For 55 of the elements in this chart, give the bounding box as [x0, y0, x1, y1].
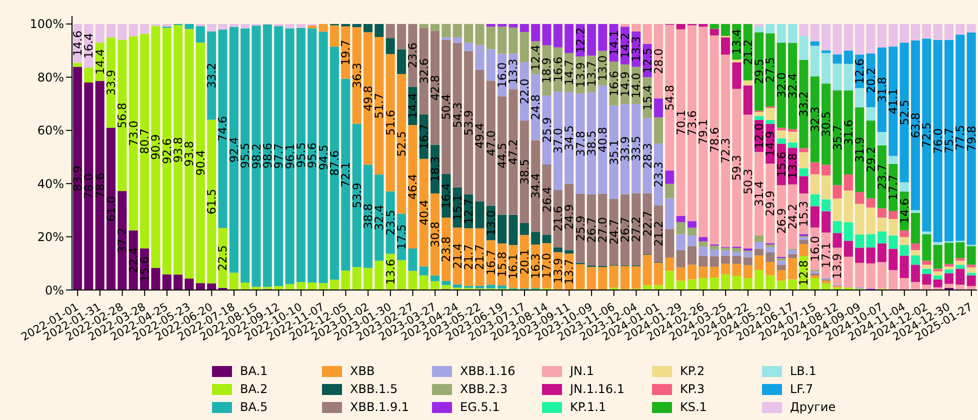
- data-label: 14.6: [897, 198, 912, 224]
- data-label: 14.4: [406, 93, 420, 119]
- data-label: 16.7: [416, 124, 431, 150]
- data-label: 14.6: [70, 30, 84, 56]
- legend-label: LB.1: [790, 364, 816, 378]
- data-label: 33.9: [104, 70, 118, 96]
- legend-label: BA.5: [240, 400, 268, 414]
- y-tick-label: 100%: [30, 17, 64, 32]
- legend-label: KP.1.1: [570, 400, 606, 414]
- y-tick-label: 20%: [37, 230, 64, 244]
- data-label: 61.5: [204, 188, 219, 214]
- data-label: 19.7: [338, 40, 353, 66]
- data-label: 12.8: [796, 260, 811, 286]
- data-label: 12.7: [462, 198, 476, 224]
- legend-label: EG.5.1: [460, 400, 500, 414]
- data-label: 13.8: [786, 153, 800, 179]
- legend-label: XBB: [350, 364, 375, 378]
- legend-label: JN.1.16.1: [570, 382, 624, 396]
- data-label: 13.7: [562, 258, 576, 285]
- data-label: 46.4: [406, 174, 420, 200]
- legend-label: LF.7: [790, 382, 814, 396]
- data-label: 17.7: [886, 174, 900, 200]
- legend-label: XBB.1.5: [350, 382, 398, 396]
- legend-label: KS.1: [680, 400, 707, 414]
- data-label: 15.6: [138, 256, 152, 282]
- data-label: 83.9: [70, 166, 84, 192]
- y-tick-label: 60%: [37, 124, 64, 138]
- data-label: 70.1: [674, 110, 688, 136]
- legend-label: XBB.1.9.1: [350, 400, 410, 414]
- data-label: 12.0: [752, 123, 766, 149]
- legend-label: BA.1: [240, 364, 268, 378]
- y-tick-label: 0%: [44, 283, 64, 298]
- legend-label: XBB.2.3: [460, 382, 508, 396]
- y-tick-label: 40%: [37, 176, 64, 191]
- data-label: 12.2: [573, 27, 588, 54]
- data-label: 49.8: [360, 86, 375, 112]
- data-label: 52.5: [394, 131, 409, 157]
- data-label: 16.0: [808, 236, 822, 262]
- data-label: 54.8: [662, 84, 677, 110]
- legend-label: XBB.1.16: [460, 364, 516, 378]
- data-label: 13.0: [484, 210, 498, 236]
- data-label: 40.4: [416, 200, 431, 226]
- legend-label: KP.3: [680, 382, 705, 396]
- legend-label: Другие: [790, 400, 836, 414]
- data-label: 18.3: [428, 156, 442, 182]
- legend-label: KP.2: [680, 364, 705, 378]
- data-label: 17.5: [394, 224, 409, 250]
- legend-label: BA.2: [240, 382, 268, 396]
- legend-label: JN.1: [570, 364, 594, 378]
- data-label: 33.2: [204, 62, 219, 88]
- data-label: 61.0: [104, 196, 118, 222]
- y-tick-label: 80%: [37, 70, 64, 84]
- data-label: 22.5: [216, 245, 230, 271]
- data-label: 13.6: [383, 259, 398, 285]
- data-label: 36.3: [350, 62, 364, 88]
